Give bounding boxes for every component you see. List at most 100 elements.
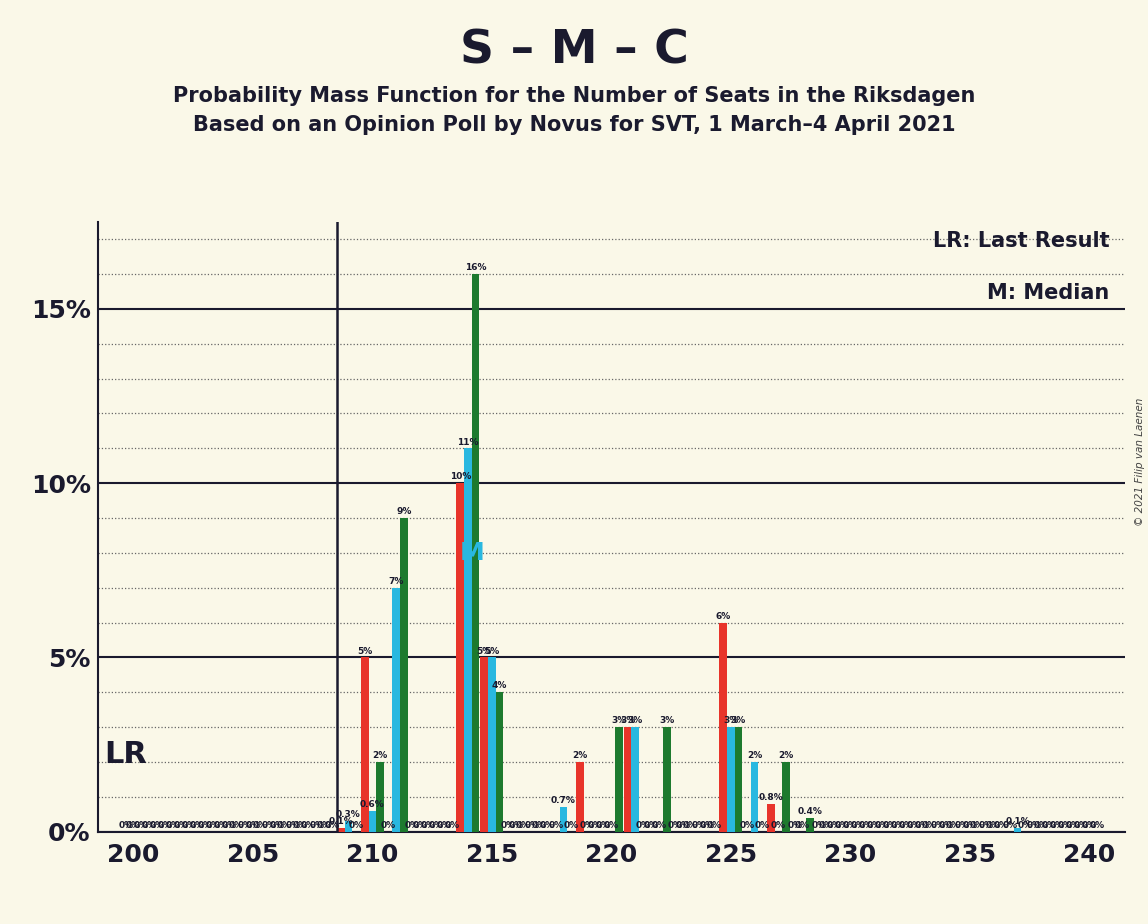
Text: 0%: 0% [635,821,651,830]
Text: 0%: 0% [142,821,157,830]
Bar [727,727,735,832]
Text: 0%: 0% [898,821,914,830]
Bar [783,762,790,832]
Text: 0%: 0% [181,821,196,830]
Text: S – M – C: S – M – C [459,29,689,73]
Text: 0%: 0% [270,821,285,830]
Text: 9%: 9% [396,507,412,517]
Text: 0%: 0% [938,821,953,830]
Text: 0%: 0% [675,821,691,830]
Text: LR: LR [104,740,148,770]
Bar [369,810,377,832]
Text: 0%: 0% [325,821,340,830]
Text: 0%: 0% [851,821,866,830]
Text: 0%: 0% [309,821,325,830]
Text: 0%: 0% [222,821,236,830]
Text: 0%: 0% [835,821,851,830]
Text: 0%: 0% [214,821,228,830]
Bar [560,808,567,832]
Text: 0%: 0% [827,821,841,830]
Text: 0%: 0% [1075,821,1089,830]
Text: 0%: 0% [230,821,245,830]
Text: 0.4%: 0.4% [798,807,823,816]
Text: 0%: 0% [859,821,874,830]
Bar [480,657,488,832]
Text: 0%: 0% [1081,821,1096,830]
Text: 0%: 0% [794,821,810,830]
Text: 0%: 0% [277,821,292,830]
Text: 0%: 0% [149,821,165,830]
Text: 4%: 4% [491,682,507,690]
Bar [496,692,503,832]
Bar [576,762,583,832]
Text: 0%: 0% [883,821,898,830]
Text: 0%: 0% [644,821,659,830]
Text: 3%: 3% [723,716,738,725]
Bar [338,828,344,832]
Text: 0%: 0% [509,821,523,830]
Bar [401,518,408,832]
Text: 0%: 0% [962,821,977,830]
Text: 0%: 0% [580,821,595,830]
Text: 0%: 0% [317,821,332,830]
Text: 0%: 0% [1065,821,1080,830]
Text: 0%: 0% [166,821,181,830]
Text: 0%: 0% [914,821,930,830]
Bar [631,727,639,832]
Text: 0%: 0% [515,821,530,830]
Text: 0.3%: 0.3% [336,810,360,820]
Bar [751,762,759,832]
Text: 0%: 0% [532,821,548,830]
Bar [735,727,743,832]
Bar [344,821,352,832]
Text: 0%: 0% [118,821,133,830]
Text: 0%: 0% [812,821,827,830]
Text: 0%: 0% [954,821,970,830]
Bar [1014,828,1022,832]
Text: 0%: 0% [1026,821,1041,830]
Text: 0%: 0% [501,821,515,830]
Text: 0%: 0% [604,821,619,830]
Text: 0%: 0% [699,821,714,830]
Text: 0%: 0% [788,821,802,830]
Text: 0%: 0% [891,821,906,830]
Text: 0%: 0% [564,821,579,830]
Bar [472,274,480,832]
Text: 2%: 2% [372,751,388,760]
Text: 0%: 0% [253,821,269,830]
Text: M: Median: M: Median [987,283,1110,303]
Text: 3%: 3% [731,716,746,725]
Text: 3%: 3% [612,716,627,725]
Text: 0%: 0% [683,821,698,830]
Text: 0%: 0% [405,821,420,830]
Text: 0%: 0% [819,821,833,830]
Text: 5%: 5% [357,647,372,656]
Text: 0%: 0% [875,821,890,830]
Text: 0%: 0% [978,821,993,830]
Text: 0%: 0% [1057,821,1073,830]
Text: © 2021 Filip van Laenen: © 2021 Filip van Laenen [1135,398,1145,526]
Text: 0%: 0% [126,821,141,830]
Text: 0%: 0% [238,821,253,830]
Bar [615,727,622,832]
Text: 0%: 0% [197,821,212,830]
Text: 0%: 0% [1034,821,1049,830]
Text: 0%: 0% [668,821,683,830]
Text: 0%: 0% [540,821,554,830]
Bar [662,727,670,832]
Text: 10%: 10% [450,472,471,481]
Text: 16%: 16% [465,263,487,273]
Text: Based on an Opinion Poll by Novus for SVT, 1 March–4 April 2021: Based on an Opinion Poll by Novus for SV… [193,115,955,135]
Text: 0%: 0% [922,821,937,830]
Text: 5%: 5% [484,647,499,656]
Text: 0%: 0% [262,821,277,830]
Text: 0%: 0% [173,821,188,830]
Text: 0%: 0% [652,821,667,830]
Text: 0%: 0% [754,821,770,830]
Text: 0%: 0% [444,821,459,830]
Text: 0.1%: 0.1% [328,818,354,826]
Text: 2%: 2% [747,751,762,760]
Text: 2%: 2% [778,751,794,760]
Text: 0%: 0% [986,821,1001,830]
Text: M: M [459,541,484,565]
